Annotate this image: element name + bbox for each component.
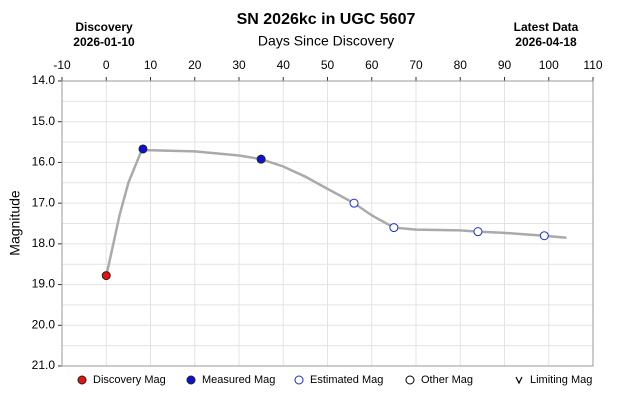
x-tick-label: 70 xyxy=(409,58,423,72)
x-axis-label: Days Since Discovery xyxy=(258,33,394,49)
x-tick-label: 60 xyxy=(365,58,379,72)
marker xyxy=(389,223,399,233)
y-tick-label: 21.0 xyxy=(32,358,56,372)
x-tick-label: 0 xyxy=(103,58,110,72)
legend-label: Discovery Mag xyxy=(93,374,166,386)
plot-frame xyxy=(61,80,594,367)
legend-marker xyxy=(186,375,196,385)
x-tick-label: -10 xyxy=(53,58,71,72)
legend-marker xyxy=(405,375,415,385)
legend-label: Estimated Mag xyxy=(310,374,383,386)
x-tick-label: 30 xyxy=(232,58,246,72)
x-tick-label: 20 xyxy=(188,58,202,72)
latest-date: 2026-04-18 xyxy=(515,35,577,49)
marker xyxy=(539,231,549,241)
y-tick-label: 15.0 xyxy=(32,114,56,128)
y-tick-label: 14.0 xyxy=(32,73,56,87)
marker xyxy=(101,271,111,281)
y-tick-label: 18.0 xyxy=(32,236,56,250)
x-tick-label: 110 xyxy=(583,58,602,72)
discovery-heading: Discovery xyxy=(75,20,133,34)
x-tick-label: 80 xyxy=(454,58,468,72)
light-curve xyxy=(105,148,567,276)
legend-marker xyxy=(294,375,304,385)
y-axis-label: Magnitude xyxy=(7,190,23,256)
marker xyxy=(256,154,266,164)
chart-title: SN 2026kc in UGC 5607 xyxy=(237,11,416,28)
x-tick-label: 100 xyxy=(539,58,559,72)
x-tick-label: 10 xyxy=(144,58,158,72)
x-tick-label: 90 xyxy=(498,58,512,72)
marker xyxy=(138,144,148,154)
legend-label: Other Mag xyxy=(421,374,473,386)
y-tick-label: 16.0 xyxy=(32,155,56,169)
marker xyxy=(473,227,483,237)
discovery-date: 2026-01-10 xyxy=(73,35,135,49)
legend-label: Limiting Mag xyxy=(530,374,592,386)
y-tick-label: 19.0 xyxy=(32,277,56,291)
x-tick-label: 40 xyxy=(277,58,291,72)
latest-heading: Latest Data xyxy=(514,20,579,34)
legend-label: Measured Mag xyxy=(202,374,275,386)
marker xyxy=(349,198,359,208)
y-tick-label: 17.0 xyxy=(32,195,56,209)
legend-marker xyxy=(515,376,523,385)
y-tick-label: 20.0 xyxy=(32,317,56,331)
legend-marker xyxy=(77,375,87,385)
x-tick-label: 50 xyxy=(321,58,335,72)
